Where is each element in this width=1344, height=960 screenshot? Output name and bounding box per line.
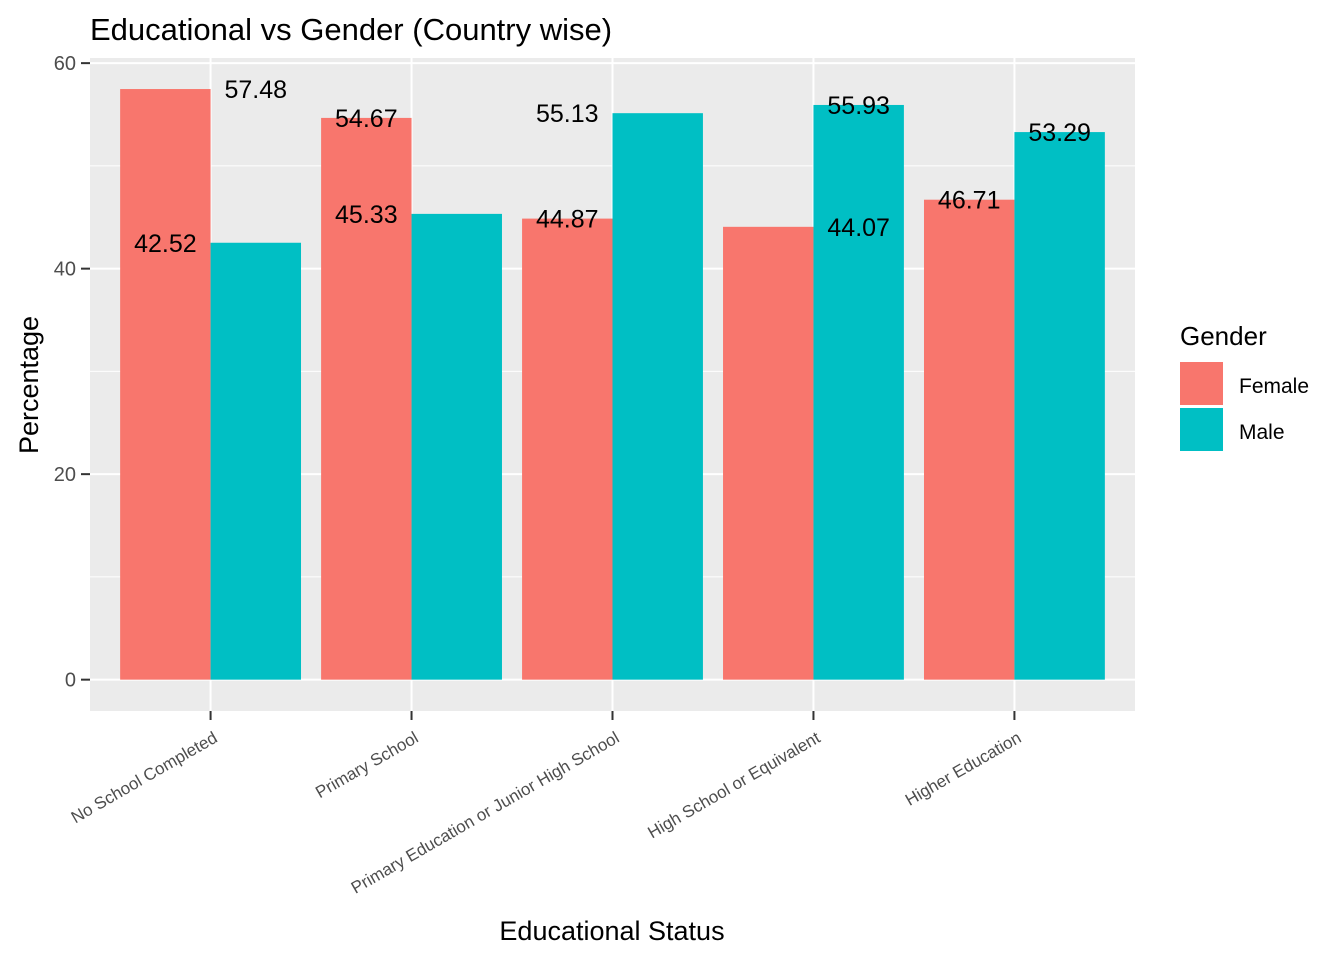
data-labels: 57.48 42.52 54.67 45.33 55.13 44.87 55.93 44.07… [134,76,1091,258]
data-label: 44.87 [536,206,599,234]
bar-female [923,199,1015,680]
x-axis: No School Completed Primary SchoolPrimary… [68,711,1024,898]
x-tick-label: No School Completed [68,728,221,827]
data-label: 45.33 [335,201,398,229]
y-tick-label: 20 [54,464,76,486]
legend-title: Gender [1180,321,1267,351]
bar-male [210,242,302,680]
x-tick-label: High School or Equivalent [645,728,824,842]
y-tick-label: 60 [54,53,76,75]
bar-male [813,104,904,680]
bar-male [612,113,703,680]
bars [120,89,1105,680]
data-label: 44.07 [827,214,890,242]
data-label: 53.29 [1028,119,1091,147]
bar-female [723,226,814,680]
chart-title: Educational vs Gender (Country wise) [90,12,612,47]
data-label: 42.52 [134,230,197,258]
y-axis: 0 20 40 60 [54,53,90,692]
x-axis-title: Educational Status [499,916,724,946]
x-tick-label: Higher Education [902,728,1024,810]
data-label: 46.71 [938,187,1001,215]
legend-key-female [1180,362,1223,405]
x-tick-label: Primary School [312,728,421,802]
data-label: 55.93 [827,92,890,120]
data-label: 57.48 [225,76,288,104]
data-label: 54.67 [335,105,398,133]
legend-items: Female Male [1180,362,1309,451]
bar-male [1014,132,1105,680]
bar-female [522,218,613,680]
bar-female [120,89,211,680]
data-label: 55.13 [536,100,599,128]
legend-key-male [1180,408,1223,451]
legend: Gender Female Male [1180,321,1309,451]
bar-female [321,117,412,680]
bar-male [411,213,502,680]
y-axis-title: Percentage [14,316,44,454]
legend-label: Male [1239,421,1285,444]
y-tick-label: 40 [54,259,76,281]
y-tick-label: 0 [65,670,76,692]
legend-label: Female [1239,375,1309,398]
